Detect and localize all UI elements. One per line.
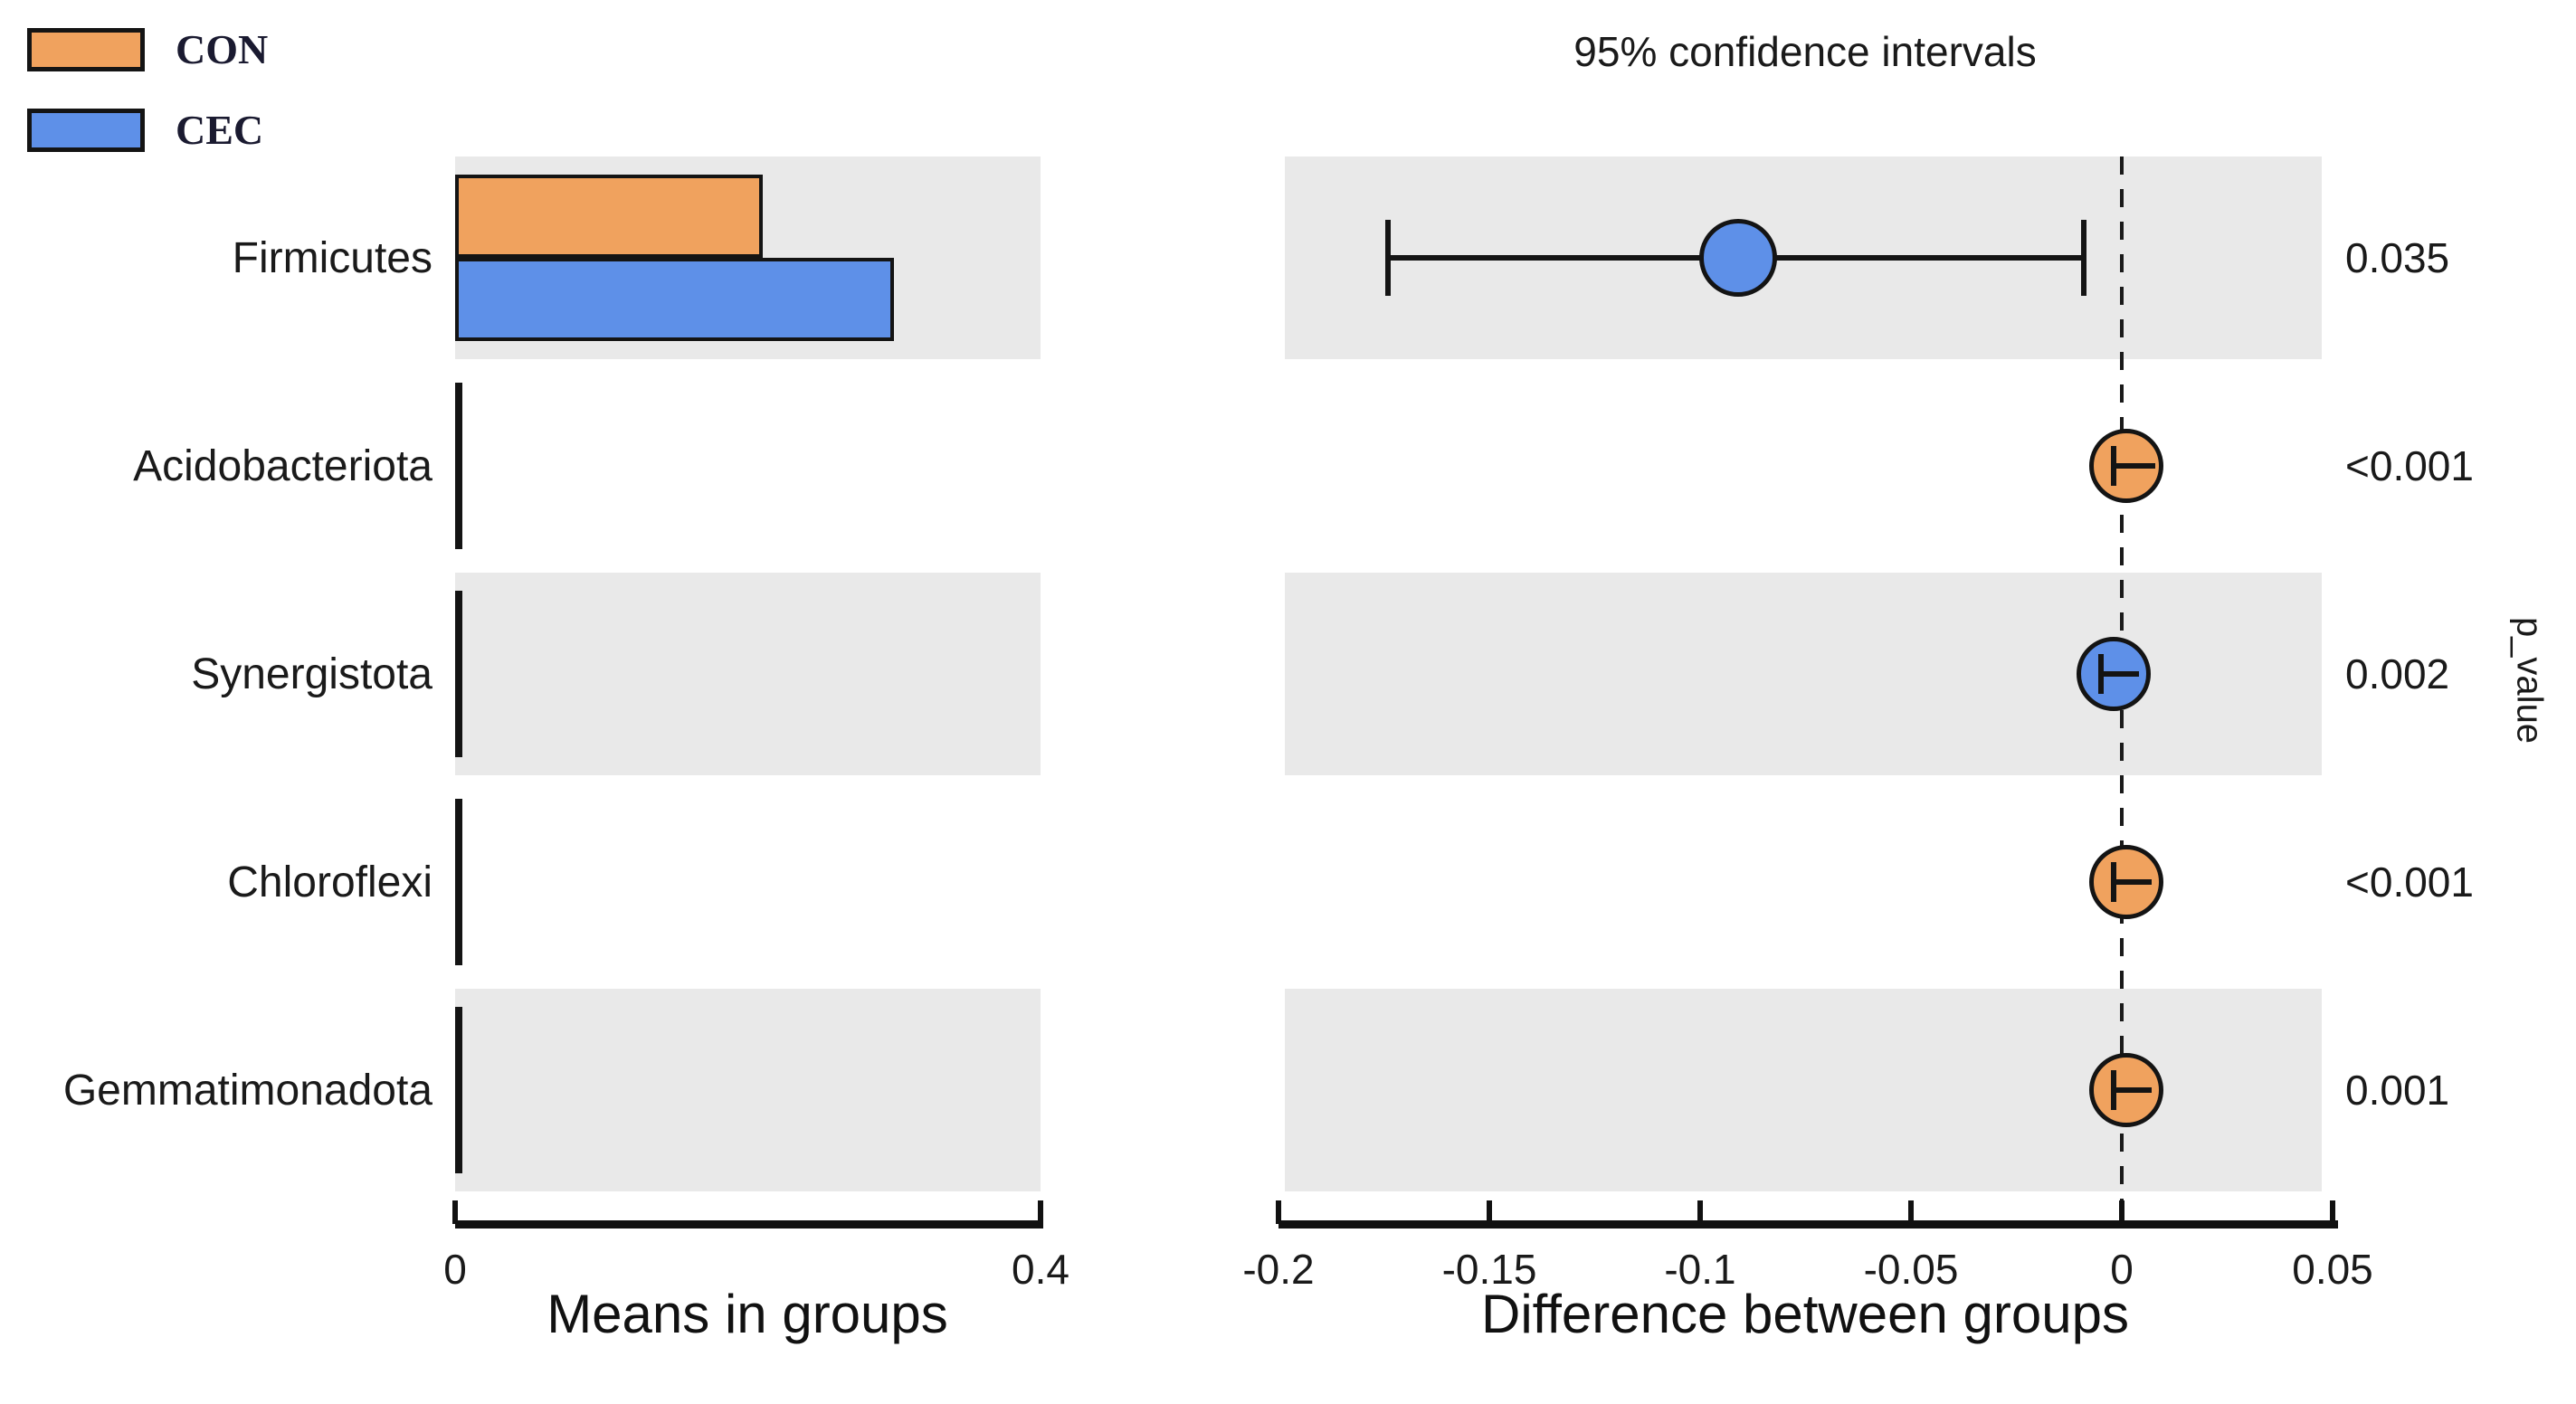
left-x-axis-title: Means in groups xyxy=(547,1284,948,1344)
right-axis-tick xyxy=(2119,1200,2124,1224)
mean-bar-con xyxy=(455,591,462,674)
right-axis-tick-label: -0.15 xyxy=(1441,1246,1537,1293)
mean-bar-cec xyxy=(455,466,462,549)
ci-whisker xyxy=(2113,879,2152,885)
right-axis-tick-label: -0.2 xyxy=(1242,1246,1315,1293)
left-x-axis-spine xyxy=(455,1220,1043,1228)
p-value: 0.035 xyxy=(2345,234,2450,281)
taxon-label: Gemmatimonadota xyxy=(62,1066,433,1115)
left-axis-tick-label: 0.4 xyxy=(1012,1246,1069,1293)
ci-whisker-cap-left xyxy=(2110,1070,2116,1110)
right-x-axis-spine xyxy=(1278,1220,2338,1228)
row-band-right xyxy=(1285,989,2322,1191)
ci-whisker xyxy=(2113,463,2156,469)
confidence-interval-title: 95% confidence intervals xyxy=(1573,28,2037,75)
right-axis-tick-label: -0.1 xyxy=(1664,1246,1736,1293)
right-axis-tick xyxy=(1697,1200,1703,1224)
p-value: 0.002 xyxy=(2345,650,2450,697)
left-axis-tick-label: 0 xyxy=(443,1246,467,1293)
ci-whisker-cap-right xyxy=(2081,220,2087,296)
p-value: 0.001 xyxy=(2345,1067,2450,1114)
legend-item-con: CON xyxy=(27,25,268,73)
taxon-label: Chloroflexi xyxy=(227,858,433,906)
taxon-label: Acidobacteriota xyxy=(133,441,433,490)
right-axis-tick-label: -0.05 xyxy=(1863,1246,1959,1293)
mean-bar-con xyxy=(455,175,763,258)
left-axis-tick xyxy=(1038,1200,1043,1224)
right-axis-tick xyxy=(1908,1200,1914,1224)
right-axis-tick-label: 0 xyxy=(2110,1246,2134,1293)
p-value-axis-label: p_value xyxy=(2509,616,2550,745)
ci-whisker xyxy=(2113,1087,2152,1093)
mean-bar-cec xyxy=(455,1090,462,1173)
left-axis-tick xyxy=(452,1200,458,1224)
legend-swatch-cec xyxy=(27,108,145,152)
mean-bar-con xyxy=(455,383,462,466)
ci-whisker xyxy=(2100,671,2139,677)
mean-bar-con xyxy=(455,799,462,882)
ci-whisker-cap-left xyxy=(2110,446,2116,486)
row-band-right xyxy=(1285,573,2322,775)
mean-bar-con xyxy=(455,1007,462,1090)
p-value: <0.001 xyxy=(2345,442,2474,489)
p-value: <0.001 xyxy=(2345,859,2474,906)
mean-bar-cec xyxy=(455,882,462,965)
mean-bar-cec xyxy=(455,258,895,341)
row-band-left xyxy=(455,989,1041,1191)
ci-point xyxy=(1698,219,1777,297)
taxon-label: Firmicutes xyxy=(232,233,433,282)
right-x-axis-title: Difference between groups xyxy=(1480,1284,2129,1344)
ci-whisker-cap-left xyxy=(2110,862,2116,902)
right-axis-tick xyxy=(1487,1200,1492,1224)
right-axis-tick xyxy=(1276,1200,1281,1224)
mean-bar-cec xyxy=(455,674,462,757)
row-band-left xyxy=(455,573,1041,775)
legend-swatch-con xyxy=(27,27,145,71)
ci-whisker-cap-left xyxy=(2097,654,2104,694)
legend-item-cec: CEC xyxy=(27,106,263,154)
legend-label-con: CON xyxy=(176,26,269,72)
taxon-label: Synergistota xyxy=(191,650,433,698)
legend-label-cec: CEC xyxy=(176,107,264,153)
right-axis-tick xyxy=(2330,1200,2335,1224)
right-axis-tick-label: 0.05 xyxy=(2292,1246,2373,1293)
ci-whisker-cap-left xyxy=(1385,220,1392,296)
